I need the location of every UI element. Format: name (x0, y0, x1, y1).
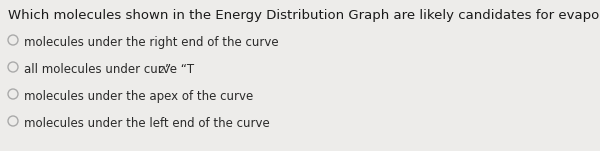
Text: Which molecules shown in the Energy Distribution Graph are likely candidates for: Which molecules shown in the Energy Dist… (8, 9, 600, 22)
Text: molecules under the left end of the curve: molecules under the left end of the curv… (24, 117, 270, 130)
Text: ”: ” (166, 63, 172, 76)
Text: molecules under the right end of the curve: molecules under the right end of the cur… (24, 36, 278, 49)
Text: all molecules under curve “T: all molecules under curve “T (24, 63, 194, 76)
Text: molecules under the apex of the curve: molecules under the apex of the curve (24, 90, 253, 103)
Text: 2: 2 (158, 66, 164, 75)
